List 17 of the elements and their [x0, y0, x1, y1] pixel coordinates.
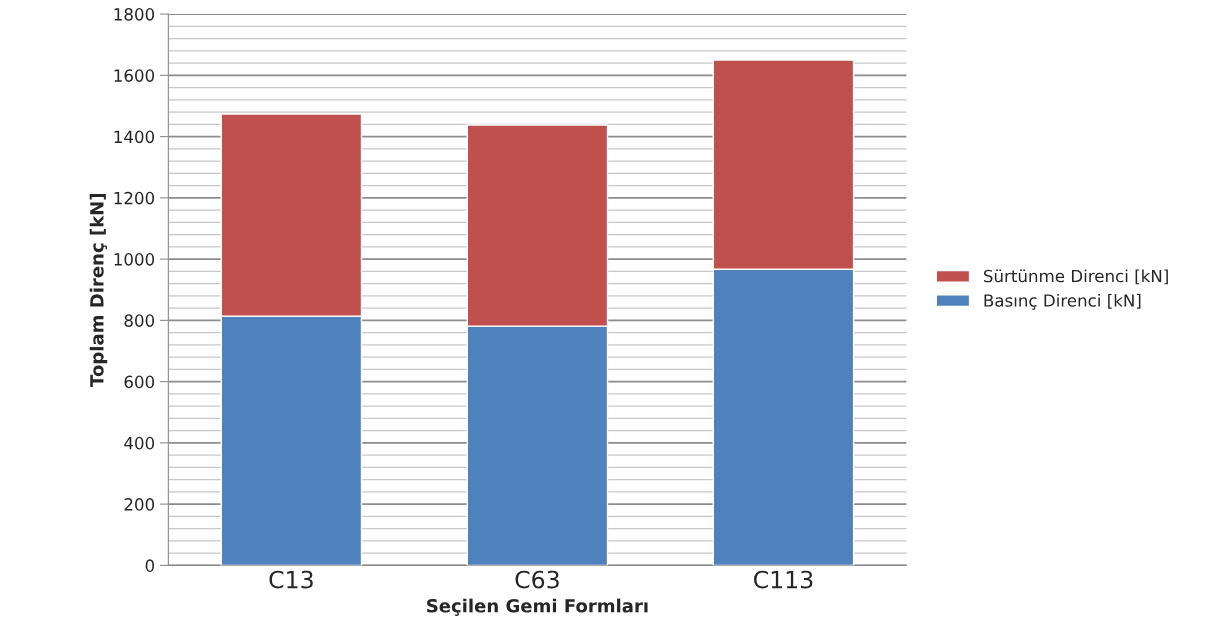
- y-tick-label: 600: [124, 375, 155, 389]
- y-tick-label: 400: [124, 436, 155, 450]
- y-tick-label: 1400: [114, 130, 155, 144]
- x-tick-label: C113: [753, 570, 813, 589]
- y-tick-label: 800: [124, 314, 155, 327]
- x-tick-label: C63: [515, 570, 559, 589]
- y-tick-label: 1600: [114, 69, 155, 82]
- y-tick-label: 0: [145, 559, 155, 572]
- y-tick-label: 1200: [114, 191, 155, 205]
- y-tick-label: 1800: [114, 8, 155, 21]
- y-axis-title: Toplam Direnç [kN]: [89, 194, 108, 387]
- y-tick-label: 200: [124, 498, 155, 511]
- x-axis-title: Seçilen Gemi Formları: [427, 598, 648, 616]
- legend-label: Sürtünme Direnci [kN]: [983, 269, 1168, 285]
- y-tick-label: 1000: [114, 253, 155, 266]
- legend-label: Basınç Direnci [kN]: [984, 293, 1141, 310]
- x-tick-label: C13: [269, 570, 313, 589]
